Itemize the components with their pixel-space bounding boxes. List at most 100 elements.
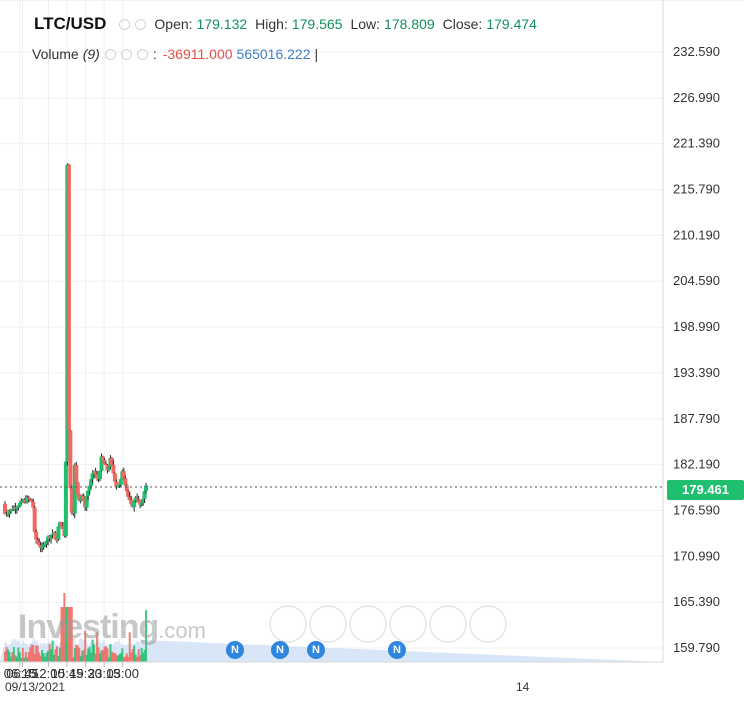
gear-icon[interactable] xyxy=(135,18,147,30)
symbol-title: LTC/USD xyxy=(34,14,107,33)
candle-down xyxy=(123,478,128,486)
toolbar-button xyxy=(349,605,387,643)
y-tick-label: 187.790 xyxy=(673,411,720,426)
x-tick-label: 03:00 xyxy=(106,666,139,681)
volume-bar xyxy=(124,656,127,662)
candle-up xyxy=(19,500,24,504)
news-badge-icon[interactable]: N xyxy=(271,641,289,659)
close-label: Close: xyxy=(442,16,483,32)
current-price-tag: 179.461 xyxy=(667,480,744,500)
day-label: 14 xyxy=(516,680,530,694)
volume-bar xyxy=(72,657,75,662)
volume-bar xyxy=(121,648,124,662)
volume-bar xyxy=(60,607,63,662)
x-tick-label: 06:15 xyxy=(4,666,37,681)
volume-bar xyxy=(9,656,12,662)
volume-bar xyxy=(130,652,133,662)
volume-bar xyxy=(94,653,97,662)
volume-bar xyxy=(6,649,9,662)
volume-bar xyxy=(110,651,113,662)
volume-bar xyxy=(55,646,58,662)
toolbar-button xyxy=(269,605,307,643)
toolbar-button xyxy=(469,605,507,643)
y-tick-label: 210.190 xyxy=(673,227,720,242)
candle-down xyxy=(60,526,65,529)
candle-down xyxy=(53,532,58,540)
candle-up xyxy=(117,484,122,486)
volume-bar xyxy=(26,657,29,662)
candle-up xyxy=(106,466,111,471)
volume-bar xyxy=(90,652,93,662)
volume-bar xyxy=(87,648,90,662)
volume-bar xyxy=(73,648,76,662)
volume-bar xyxy=(97,647,100,662)
candle-down xyxy=(69,488,74,513)
volume-bar xyxy=(78,648,81,662)
open-label: Open: xyxy=(154,16,193,32)
candle-down xyxy=(38,545,43,548)
chart-grid xyxy=(0,0,663,662)
chart-toolbar[interactable] xyxy=(269,605,507,643)
volume-bar xyxy=(81,650,84,662)
volume-label: Volume xyxy=(32,46,79,62)
volume-bar xyxy=(84,630,87,662)
volume-bar xyxy=(21,647,24,662)
volume-bar xyxy=(48,643,51,662)
volume-bar xyxy=(42,653,45,662)
volume-bar xyxy=(45,652,48,662)
candle-up xyxy=(41,544,46,548)
candle-down xyxy=(101,456,106,461)
y-tick-label: 232.590 xyxy=(673,44,720,59)
news-badge-icon[interactable]: N xyxy=(226,641,244,659)
x-tick-label: 12:00 xyxy=(32,666,65,681)
volume-bar xyxy=(109,644,112,662)
candle-down xyxy=(31,501,36,508)
volume-bar xyxy=(54,649,57,662)
volume-bar xyxy=(44,656,47,662)
volume-area xyxy=(0,638,663,662)
candle-down xyxy=(114,481,119,488)
volume-bar xyxy=(93,644,96,662)
y-tick-label: 221.390 xyxy=(673,136,720,151)
candle-up xyxy=(99,456,104,472)
eye-icon[interactable] xyxy=(119,18,131,30)
candle-up xyxy=(5,513,10,515)
candle-down xyxy=(93,471,98,475)
y-tick-label: 198.990 xyxy=(673,319,720,334)
y-tick-label: 204.590 xyxy=(673,273,720,288)
volume-bar xyxy=(58,647,61,662)
volume-bar xyxy=(18,652,21,662)
candle-up xyxy=(142,491,147,499)
volume-bar xyxy=(20,657,23,662)
news-badge-icon[interactable]: N xyxy=(388,641,406,659)
volume-bar xyxy=(69,607,72,662)
candle-up xyxy=(43,544,48,546)
eye-icon[interactable] xyxy=(104,48,116,60)
candle-up xyxy=(84,495,89,508)
volume-bar xyxy=(122,657,125,662)
volume-bar xyxy=(128,632,131,662)
volume-bar xyxy=(12,647,15,662)
candle-up xyxy=(89,479,94,486)
volume-bar xyxy=(102,650,105,662)
y-tick-label: 165.390 xyxy=(673,594,720,609)
volume-bar xyxy=(30,644,33,662)
volume-bar xyxy=(39,655,42,662)
volume-value-positive: 565016.222 xyxy=(236,46,311,62)
volume-bar xyxy=(127,656,130,662)
candle-down xyxy=(28,498,33,500)
close-icon[interactable] xyxy=(136,48,148,60)
candle-up xyxy=(56,526,61,540)
y-axis-ticks: 232.590 226.990 221.390 215.790 210.190 204.5… xyxy=(673,44,720,655)
volume-bar xyxy=(32,644,35,662)
y-tick-label: 226.990 xyxy=(673,90,720,105)
volume-bar xyxy=(104,646,107,662)
candle-down xyxy=(77,494,82,501)
volume-bar xyxy=(136,657,139,662)
gear-icon[interactable] xyxy=(120,48,132,60)
news-badge-icon[interactable]: N xyxy=(307,641,325,659)
candle-up xyxy=(50,533,55,536)
candle-up xyxy=(25,497,30,503)
high-label: High: xyxy=(255,16,288,32)
